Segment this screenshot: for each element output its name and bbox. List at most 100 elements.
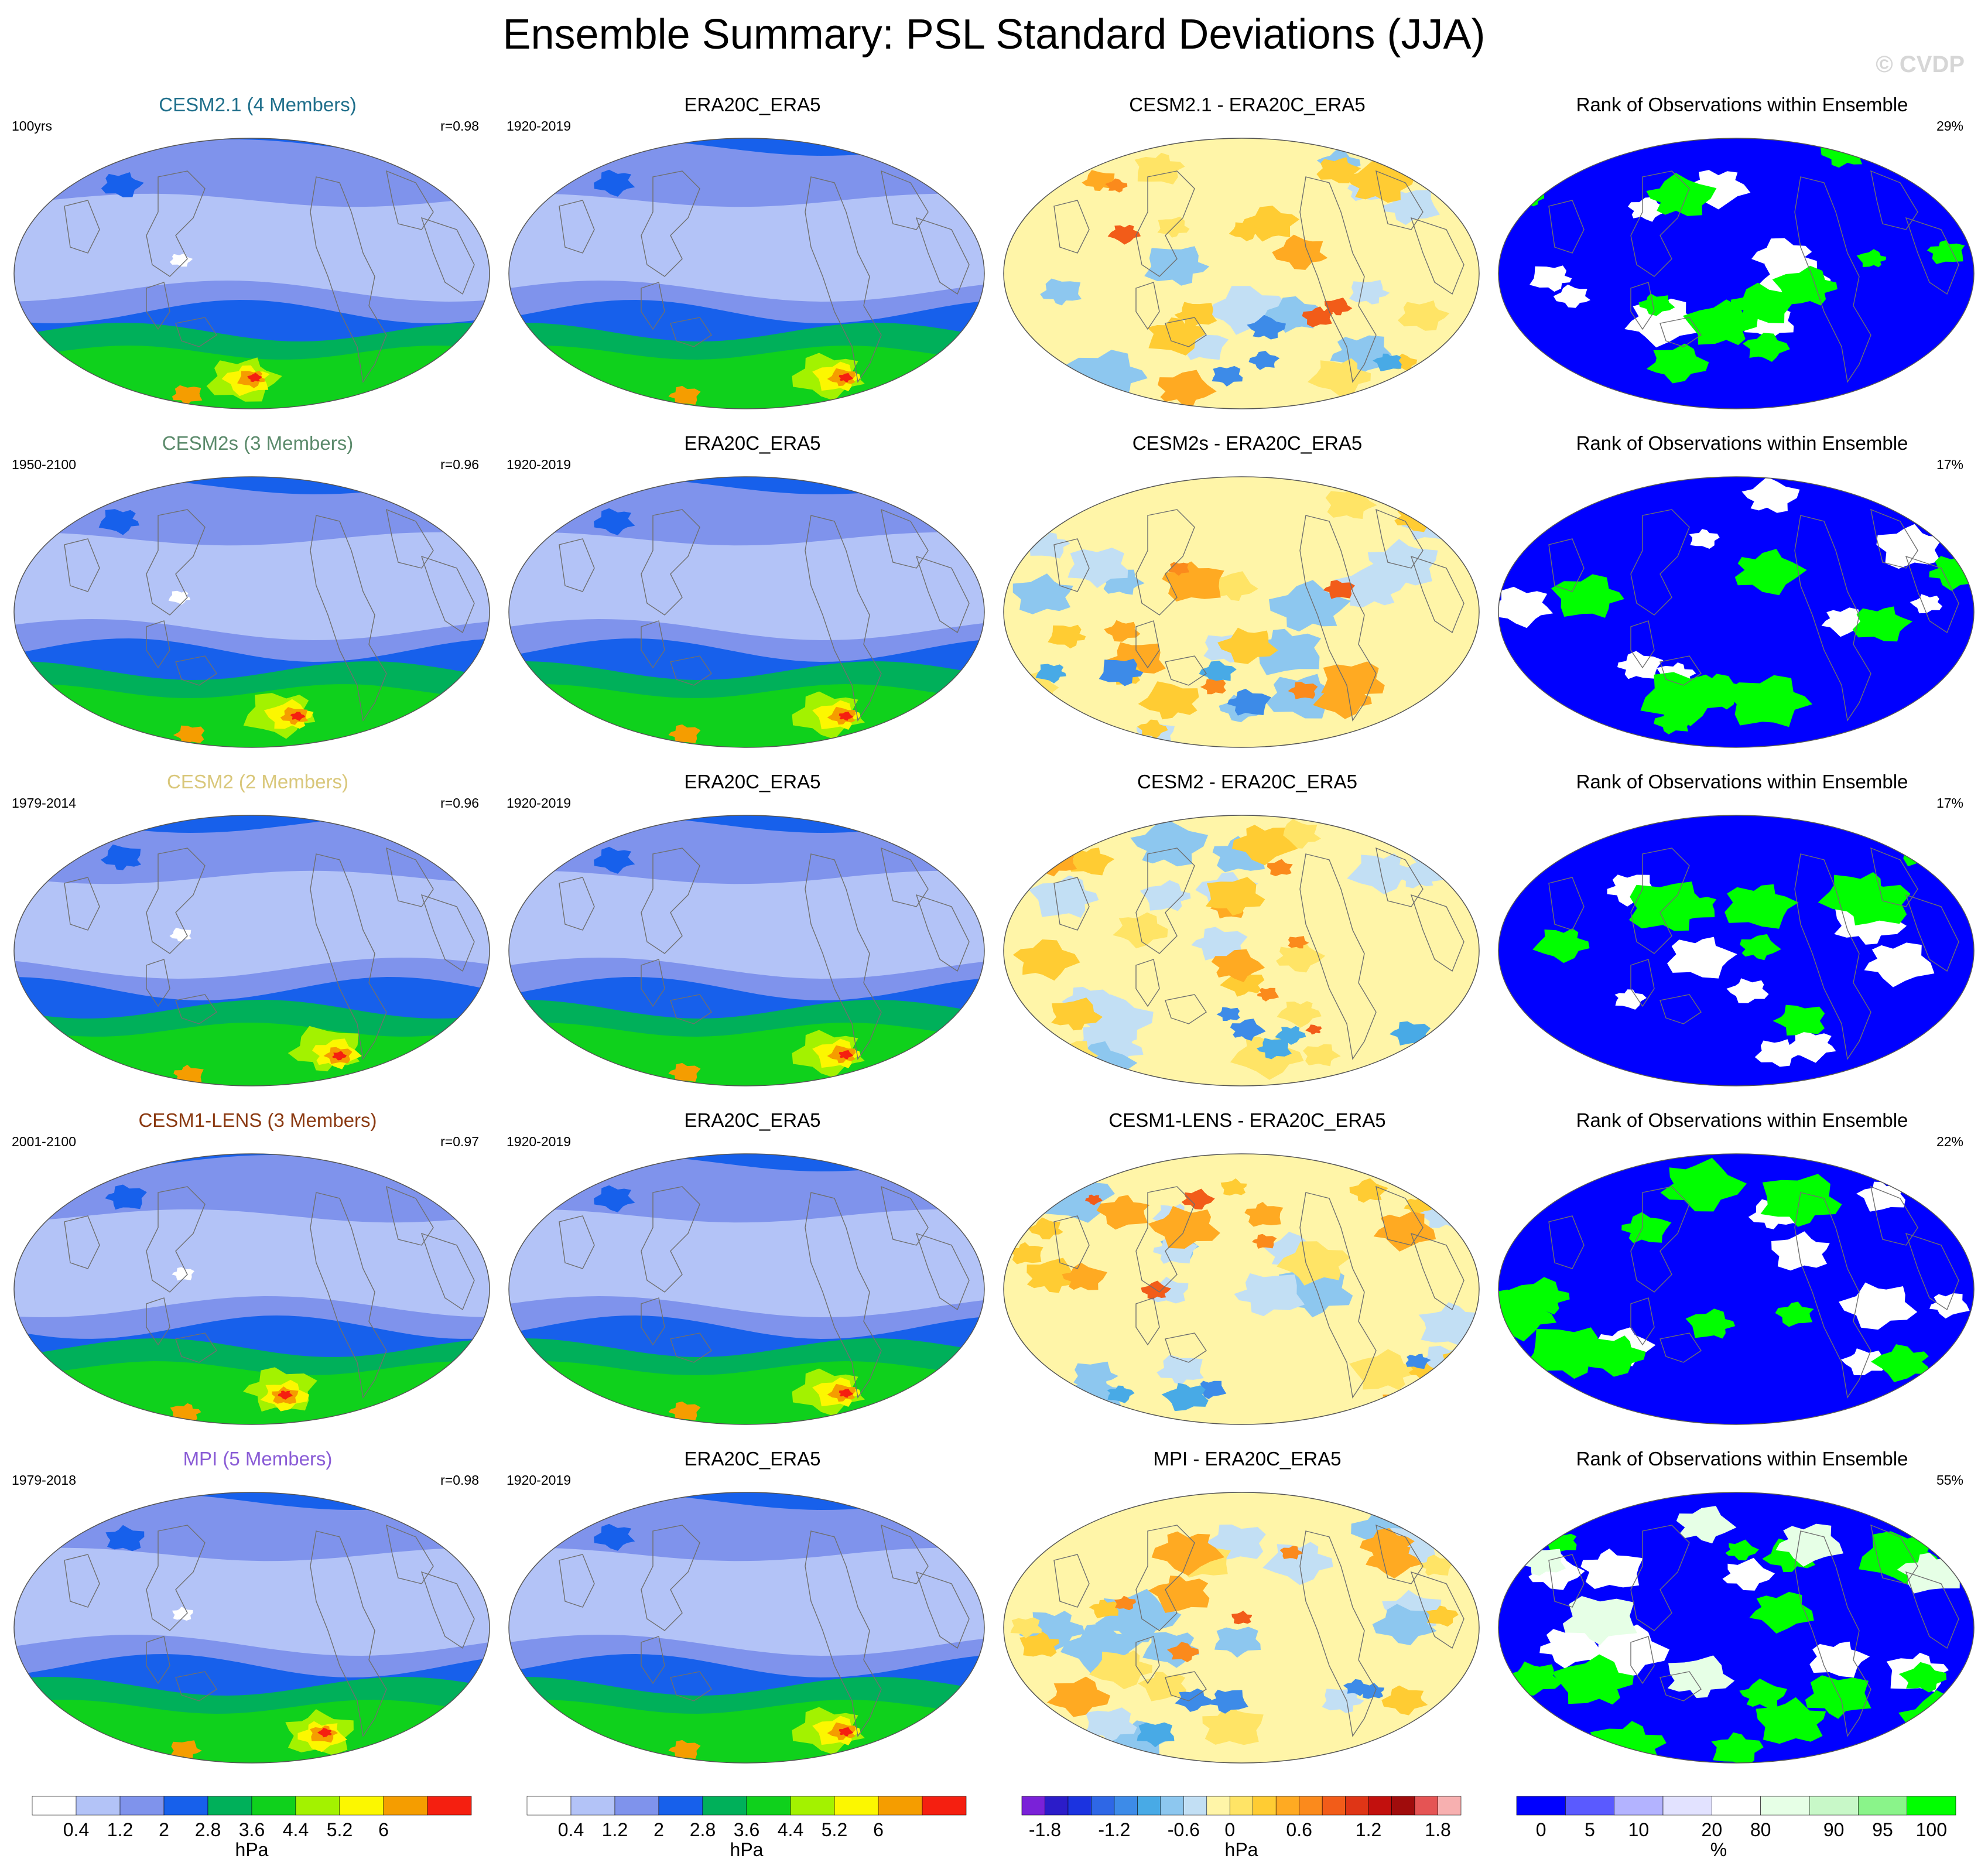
colorbar-tick-label: 6 xyxy=(873,1819,884,1840)
colorbar-tick-label: 0.6 xyxy=(1286,1819,1312,1840)
panel-diff-row5: MPI - ERA20C_ERA5 xyxy=(990,1448,1481,1764)
rank-high-region xyxy=(1739,1678,1788,1708)
rank-background xyxy=(1498,138,1974,409)
map-outline xyxy=(1003,138,1480,409)
diff-positive-region xyxy=(1244,1202,1284,1227)
diff-strong-negative xyxy=(1247,315,1286,340)
pattern-correlation: r=0.96 xyxy=(440,795,479,811)
panel-rank-row3: Rank of Observations within Ensemble 17% xyxy=(1484,771,1976,1087)
diff-strong-negative xyxy=(1257,1038,1292,1060)
panel-model-row4: CESM1-LENS (3 Members) 2001-2100 r=0.97 xyxy=(0,1109,492,1426)
rank-high-region xyxy=(1532,497,1562,517)
diff-negative-region xyxy=(1075,994,1154,1044)
colorbar-swatch xyxy=(163,1796,208,1816)
map-outline xyxy=(508,1153,985,1425)
colorbar-swatch xyxy=(1516,1796,1566,1816)
diff-positive-region xyxy=(1211,949,1265,982)
rank-high-region xyxy=(1682,299,1758,346)
diff-strong-negative xyxy=(1425,1385,1462,1408)
panel-diff-row1: CESM2.1 - ERA20C_ERA5 xyxy=(990,94,1481,410)
colorbar-tick-label: 90 xyxy=(1823,1819,1845,1840)
coastlines xyxy=(1548,847,1959,1060)
rank-middle-region xyxy=(1689,529,1720,549)
rank-map xyxy=(1498,138,1975,409)
diff-strong-positive xyxy=(1305,1024,1322,1035)
diff-positive-region xyxy=(1366,1544,1422,1578)
model-map xyxy=(13,815,490,1086)
rank-middle-region xyxy=(1751,238,1812,275)
period-label: 1920-2019 xyxy=(507,1134,571,1149)
pattern-correlation: r=0.98 xyxy=(440,1472,479,1488)
colorbar-tick-label: -1.2 xyxy=(1098,1819,1131,1840)
panel-model-row3: CESM2 (2 Members) 1979-2014 r=0.96 xyxy=(0,771,492,1087)
panel-title: Rank of Observations within Ensemble xyxy=(1576,94,1908,115)
diff-strong-negative xyxy=(1161,1383,1209,1412)
rank-colorbar: 0 5 10 20 80 90 95 100% xyxy=(1516,1796,1956,1872)
coastlines xyxy=(64,508,475,722)
panel-rank-row1: Rank of Observations within Ensemble 29% xyxy=(1484,94,1976,410)
diff-positive-region xyxy=(1048,624,1086,649)
sd-white-patch xyxy=(172,1267,194,1281)
colorbar-swatches xyxy=(1021,1796,1462,1816)
diff-negative-region xyxy=(1214,1626,1261,1658)
sd-orange-patch xyxy=(668,385,701,405)
colorbar-tick-label: -1.8 xyxy=(1028,1819,1062,1840)
rank-middle-region xyxy=(1498,586,1554,628)
diff-strong-positive xyxy=(1085,1194,1103,1205)
rank-high-region xyxy=(1734,549,1807,596)
map-outline xyxy=(1498,1492,1975,1764)
rank-high-region xyxy=(1856,249,1887,268)
rank-middle-region xyxy=(1876,524,1943,569)
colorbar-swatch xyxy=(1614,1796,1664,1816)
panel-rank-row5: Rank of Observations within Ensemble 55% xyxy=(1484,1448,1976,1764)
map-outline xyxy=(508,815,985,1086)
rank-middle-region xyxy=(1580,1548,1643,1589)
sd-north-pacific-blob xyxy=(105,1525,145,1552)
period-label: 100yrs xyxy=(12,118,53,134)
map-outline xyxy=(13,815,490,1086)
sd-colorbar: 0.4 1.2 2 2.8 3.6 4.4 5.2 6 hPa xyxy=(32,1796,472,1872)
colorbar-swatches xyxy=(32,1796,472,1816)
colorbar-tick-label: 1.8 xyxy=(1425,1819,1451,1840)
colorbar-swatch xyxy=(1414,1796,1438,1816)
diff-negative-region xyxy=(1334,563,1407,608)
sd-red-core xyxy=(278,1390,293,1400)
diff-positive-region xyxy=(1158,370,1217,407)
coastlines xyxy=(64,170,475,383)
diff-negative-region xyxy=(1004,351,1062,405)
diff-strong-negative xyxy=(1212,365,1243,387)
panel-obs-row1: ERA20C_ERA5 1920-2019 xyxy=(495,94,987,410)
colorbar-unit: hPa xyxy=(730,1839,764,1860)
panel-title: CESM1-LENS (3 Members) xyxy=(138,1109,377,1131)
colorbar-swatch xyxy=(1368,1796,1392,1816)
map-outline xyxy=(1003,476,1480,748)
diff-map xyxy=(1003,1492,1480,1764)
sd-north-pacific-blob xyxy=(98,509,139,535)
colorbar-tick-label: 4.4 xyxy=(282,1819,309,1840)
rank-map xyxy=(1498,1153,1975,1425)
diff-positive-region xyxy=(1089,1650,1152,1690)
sd-orange-patch xyxy=(668,1740,701,1759)
rank-pale-region xyxy=(1562,1596,1637,1645)
coastlines xyxy=(559,1185,970,1399)
colorbar-tick-label: 0 xyxy=(1224,1819,1236,1840)
sd-orange-patch xyxy=(668,724,701,744)
rank-map xyxy=(1498,815,1975,1086)
rank-high-region xyxy=(1629,881,1712,931)
diff-strong-positive xyxy=(1323,580,1355,599)
colorbar-swatch xyxy=(614,1796,659,1816)
rank-high-region xyxy=(1760,1174,1842,1227)
diff-positive-region xyxy=(1381,1685,1428,1716)
rank-high-region xyxy=(1711,1732,1764,1763)
rank-middle-region xyxy=(1553,284,1591,308)
sd-north-pacific-blob xyxy=(101,172,144,197)
diff-positive-region xyxy=(1134,152,1185,184)
diff-positive-region xyxy=(1426,1605,1459,1627)
sd-red-core xyxy=(839,1050,854,1060)
map-outline xyxy=(1003,1492,1480,1764)
rank-high-region xyxy=(1871,1344,1929,1382)
coastlines xyxy=(1548,1185,1959,1399)
diff-negative-region xyxy=(1269,580,1351,632)
rank-percent: 17% xyxy=(1936,795,1963,811)
diff-positive-region xyxy=(1277,1241,1350,1286)
